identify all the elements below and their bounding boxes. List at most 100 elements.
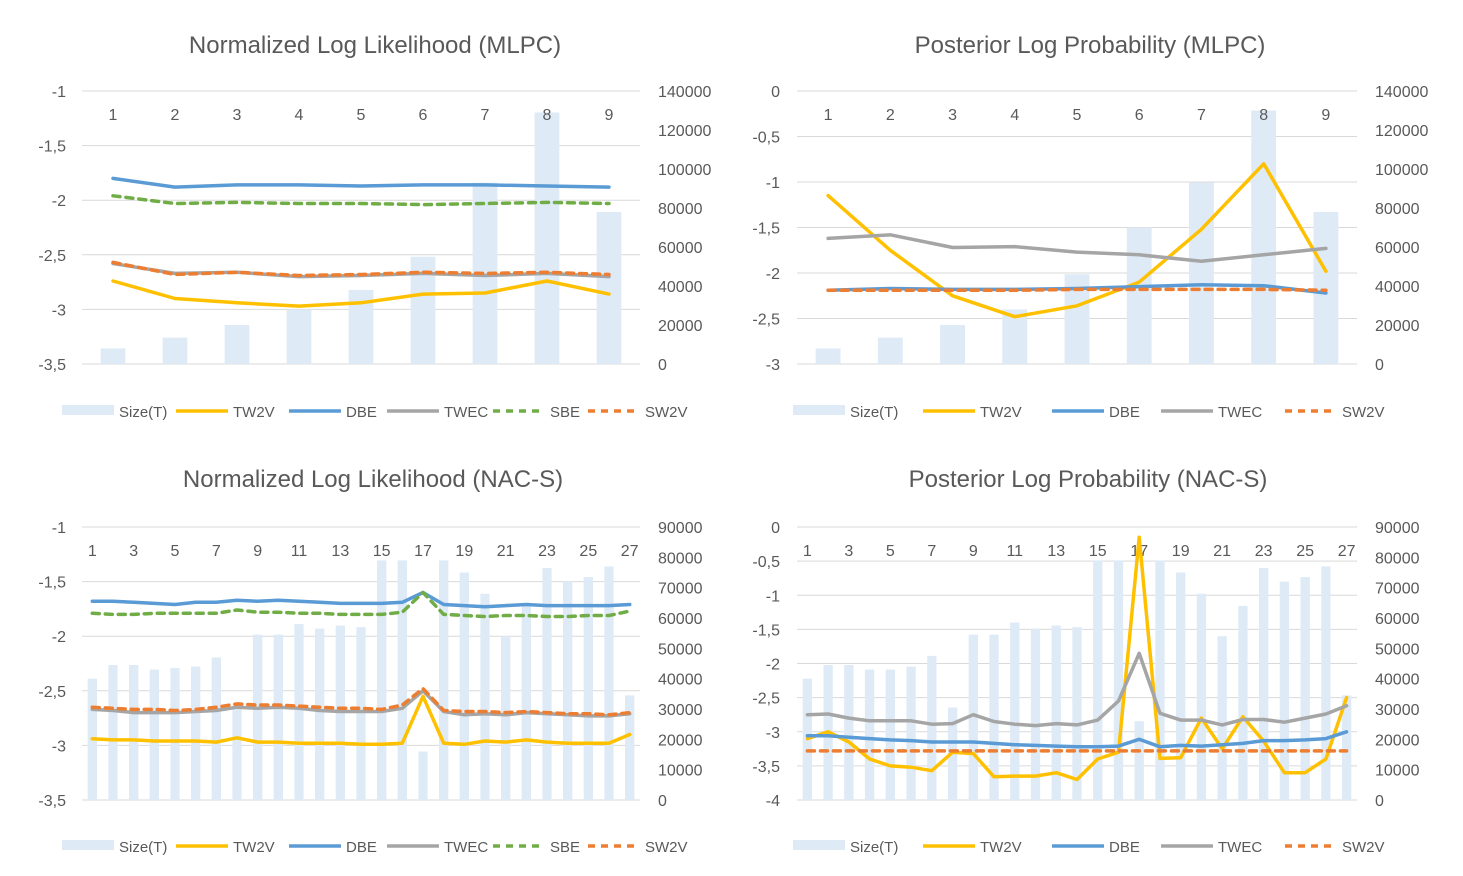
legend-label-sw2v: SW2V <box>645 404 688 421</box>
x-tick-label: 7 <box>927 543 936 560</box>
y2-tick-label: 100000 <box>1375 162 1428 179</box>
x-tick-label: 5 <box>357 107 366 124</box>
x-tick-label: 9 <box>1321 107 1330 124</box>
y2-tick-label: 20000 <box>658 318 703 335</box>
bar-size-18 <box>439 560 449 800</box>
y2-tick-label: 60000 <box>658 611 703 628</box>
legend-swatch-size <box>793 405 845 415</box>
series-line-tw2v <box>90 694 632 747</box>
bar-size-17 <box>418 751 428 800</box>
bar-size-2 <box>877 337 903 364</box>
legend-label-size-t: Size(T) <box>119 404 167 421</box>
bar-size-10 <box>989 634 999 800</box>
bar-size-19 <box>459 572 469 800</box>
bar-size-2 <box>108 665 118 800</box>
bar-size-27 <box>625 695 635 800</box>
x-tick-label: 7 <box>1197 107 1206 124</box>
x-tick-label: 7 <box>212 543 221 560</box>
legend: Size(T) TW2V DBE TWEC SBE SW2V <box>62 404 688 421</box>
legend-label-tw2v: TW2V <box>233 839 275 856</box>
series-line-dbe <box>111 176 611 189</box>
bar-size-5 <box>170 668 180 800</box>
y2-tick-label: 40000 <box>1375 279 1420 296</box>
legend-label-dbe: DBE <box>1109 404 1140 421</box>
bar-size-3 <box>224 325 250 364</box>
series-line-sbe <box>90 590 632 619</box>
chart-title: Normalized Log Likelihood (NAC-S) <box>183 466 563 493</box>
y2-tick-label: 60000 <box>658 240 703 257</box>
legend-label-size-t: Size(T) <box>119 839 167 856</box>
bar-size-3 <box>129 665 139 800</box>
y2-tick-label: 0 <box>1375 793 1384 810</box>
y-tick-label: -2,5 <box>752 312 780 329</box>
x-tick-label: 8 <box>1259 107 1268 124</box>
x-tick-label: 19 <box>455 543 473 560</box>
x-tick-label: 21 <box>1213 543 1231 560</box>
chart-title: Normalized Log Likelihood (MLPC) <box>189 32 561 59</box>
y2-tick-label: 70000 <box>1375 581 1420 598</box>
x-tick-label: 6 <box>1135 107 1144 124</box>
bar-size-11 <box>294 624 304 800</box>
bar-size-6 <box>1126 227 1152 364</box>
y-tick-label: 0 <box>771 84 780 101</box>
x-tick-label: 3 <box>233 107 242 124</box>
x-tick-label: 25 <box>579 543 597 560</box>
x-tick-label: 17 <box>414 543 432 560</box>
y2-tick-label: 140000 <box>1375 84 1428 101</box>
x-tick-label: 1 <box>824 107 833 124</box>
bar-size-4 <box>864 669 875 800</box>
y2-tick-label: 80000 <box>658 550 703 567</box>
x-tick-label: 23 <box>1255 543 1273 560</box>
bar-size-6 <box>906 666 916 800</box>
bar-size-2 <box>162 337 188 364</box>
bar-size-4 <box>286 309 312 364</box>
y2-tick-label: 0 <box>658 357 667 374</box>
series-line-dbe <box>805 730 1349 749</box>
bar-size-8 <box>534 112 560 364</box>
y-tick-label: -3 <box>52 738 66 755</box>
x-tick-label: 1 <box>88 543 97 560</box>
legend-label-twec: TWEC <box>1218 839 1262 856</box>
legend-label-sw2v: SW2V <box>1342 839 1385 856</box>
series-line-tw2v <box>111 279 611 308</box>
y-tick-label: -1,5 <box>752 221 780 238</box>
bar-size-4 <box>1002 309 1028 364</box>
x-tick-label: 9 <box>605 107 614 124</box>
bar-size-17 <box>1134 721 1144 800</box>
y-tick-label: -0,5 <box>752 554 780 571</box>
x-tick-label: 2 <box>171 107 180 124</box>
x-tick-label: 5 <box>886 543 895 560</box>
chart-panel-3: Normalized Log Likelihood (NAC-S) -1 -1,5 -… <box>38 466 702 856</box>
bar-size-7 <box>211 657 221 800</box>
chart-panel-1: Normalized Log Likelihood (MLPC) -1 -1,5 -2… <box>38 32 711 421</box>
y-tick-label: -3 <box>52 302 66 319</box>
x-tick-label: 7 <box>481 107 490 124</box>
bar-size-1 <box>100 348 126 364</box>
bar-size-26 <box>604 566 614 800</box>
y-tick-label: -2 <box>52 193 66 210</box>
bar-size-25 <box>583 577 593 800</box>
bar-size-22 <box>1238 605 1248 800</box>
bar-size-7 <box>927 655 937 800</box>
x-tick-label: 9 <box>969 543 978 560</box>
legend-label-sw2v: SW2V <box>1342 404 1385 421</box>
x-tick-label: 19 <box>1172 543 1190 560</box>
y-tick-label: -1 <box>52 84 66 101</box>
legend-label-tw2v: TW2V <box>233 404 275 421</box>
series-line-twec <box>90 689 632 718</box>
x-tick-label: 5 <box>171 543 180 560</box>
y-tick-label: -2,5 <box>38 248 66 265</box>
bar-size-20 <box>1196 593 1207 800</box>
legend-swatch-size <box>62 840 114 850</box>
bar-size-3 <box>940 325 965 364</box>
y2-tick-label: 0 <box>658 793 667 810</box>
y2-tick-label: 20000 <box>658 732 703 749</box>
y2-tick-label: 30000 <box>658 702 703 719</box>
y-tick-label: -2,5 <box>752 691 780 708</box>
bar-size-21 <box>501 636 511 800</box>
series-line-sw2v <box>90 686 632 717</box>
x-tick-label: 11 <box>1006 543 1023 560</box>
bar-size-14 <box>1072 627 1082 800</box>
y2-tick-label: 120000 <box>1375 123 1428 140</box>
